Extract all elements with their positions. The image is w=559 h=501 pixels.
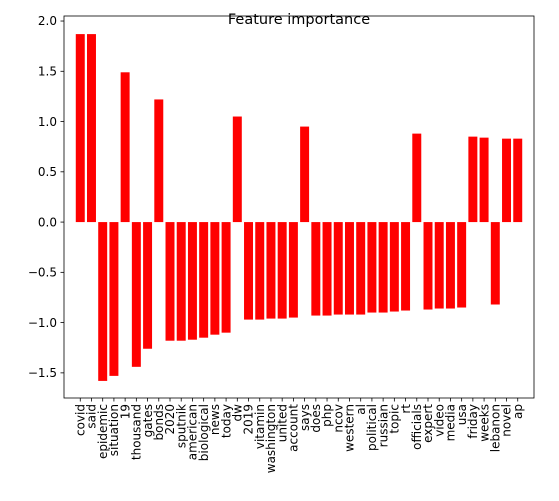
x-tick-label: php [320, 404, 334, 427]
x-tick-label: sputnik [174, 404, 188, 448]
x-tick-label: political [365, 404, 379, 451]
bar-does [311, 222, 321, 316]
x-tick-label: does [309, 404, 323, 433]
bar-bonds [154, 99, 164, 223]
x-tick-label: friday [466, 404, 480, 439]
x-tick-label: expert [421, 404, 435, 443]
bar-today [221, 222, 231, 333]
bar-officials [412, 133, 422, 223]
bar-political [367, 222, 377, 313]
bar-friday [468, 136, 478, 223]
x-tick-label: 2020 [163, 404, 177, 435]
x-tick-label: dw [231, 404, 245, 422]
y-tick-label: 1.0 [38, 115, 57, 129]
x-tick-label: bonds [152, 404, 166, 440]
bars-group [75, 34, 523, 381]
bar-novel [502, 138, 512, 223]
bar-19 [120, 72, 130, 223]
x-tick-label: says [298, 404, 312, 431]
x-tick-label: biological [197, 404, 211, 461]
x-tick-label: usa [455, 404, 469, 425]
x-tick-label: western [343, 404, 357, 452]
bar-video [434, 222, 444, 309]
y-axis: 2.0 1.5 1.0 0.5 0.0 −0.5 −1.0 −1.5 [28, 14, 64, 380]
bar-media [445, 222, 455, 309]
y-tick-label: 1.5 [38, 64, 57, 78]
bar-vitamin [255, 222, 265, 320]
bar-western [344, 222, 354, 315]
x-tick-label: ncov [331, 404, 345, 433]
x-tick-label: russian [376, 404, 390, 447]
x-tick-label: topic [388, 404, 402, 434]
x-tick-label: gates [141, 404, 155, 437]
x-tick-label: situation [107, 404, 121, 456]
bar-epidemic [98, 222, 108, 381]
bar-united [277, 222, 287, 319]
x-tick-label: washington [264, 404, 278, 473]
x-axis: covidsaidepidemicsituation19thousandgate… [73, 398, 525, 473]
y-tick-label: 2.0 [38, 14, 57, 28]
bar-weeks [479, 137, 489, 223]
bar-russian [378, 222, 388, 313]
bar-ncov [333, 222, 343, 315]
x-tick-label: weeks [477, 404, 491, 442]
x-tick-label: al [354, 404, 368, 415]
x-tick-label: news [208, 404, 222, 435]
bar-biological [199, 222, 209, 338]
bar-says [300, 126, 310, 223]
bar-account [288, 222, 298, 318]
bar-php [322, 222, 332, 316]
bar-dw [232, 116, 242, 223]
x-tick-label: vitamin [253, 404, 267, 449]
bar-news [210, 222, 220, 335]
y-tick-label: −1.5 [28, 366, 57, 380]
x-tick-label: rt [399, 404, 413, 414]
bar-covid [75, 34, 85, 223]
bar-usa [457, 222, 467, 308]
x-tick-label: video [432, 404, 446, 437]
x-tick-label: ap [511, 404, 525, 419]
x-tick-label: covid [73, 404, 87, 436]
x-tick-label: epidemic [96, 404, 110, 459]
plot-frame [63, 15, 535, 399]
y-tick-label: −1.0 [28, 316, 57, 330]
x-tick-label: officials [410, 404, 424, 450]
x-tick-label: said [85, 404, 99, 429]
bar-lebanon [490, 222, 500, 305]
x-tick-label: today [219, 404, 233, 438]
bar-ap [513, 138, 523, 223]
y-tick-label: 0.5 [38, 165, 57, 179]
bar-situation [109, 222, 119, 376]
y-tick-label: −0.5 [28, 266, 57, 280]
bar-2019 [244, 222, 254, 320]
bar-said [86, 34, 96, 223]
bar-expert [423, 222, 433, 310]
bar-washington [266, 222, 276, 319]
x-tick-label: media [444, 404, 458, 441]
x-tick-label: account [287, 404, 301, 452]
bar-topic [389, 222, 399, 312]
bar-thousand [131, 222, 141, 367]
x-tick-label: 19 [118, 404, 132, 419]
bar-al [356, 222, 366, 315]
chart-title: Feature importance [228, 12, 370, 28]
bar-gates [143, 222, 153, 349]
bar-rt [401, 222, 411, 311]
x-tick-label: united [275, 404, 289, 442]
x-tick-label: thousand [130, 404, 144, 460]
x-tick-label: 2019 [242, 404, 256, 435]
y-tick-label: 0.0 [38, 215, 57, 229]
x-tick-label: lebanon [489, 404, 503, 452]
bar-sputnik [176, 222, 186, 341]
bar-american [187, 222, 197, 340]
x-tick-label: american [186, 404, 200, 460]
bar-2020 [165, 222, 175, 341]
x-tick-label: novel [500, 404, 514, 437]
